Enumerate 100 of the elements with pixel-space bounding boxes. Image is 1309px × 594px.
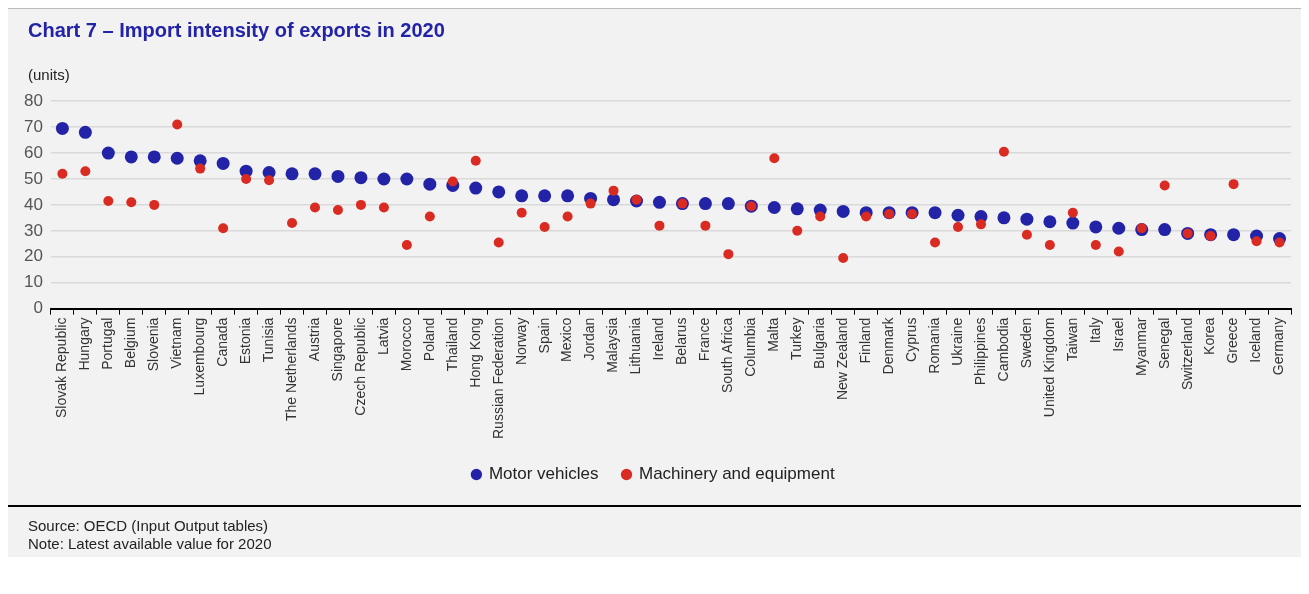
point bbox=[57, 168, 68, 179]
x-tick-label: South Africa bbox=[719, 317, 736, 394]
x-tick-label: Singapore bbox=[328, 317, 345, 382]
x-tick-label: Belarus bbox=[673, 317, 690, 366]
source-note: Source: OECD (Input Output tables) bbox=[28, 517, 270, 535]
x-tick-label: Canada bbox=[214, 317, 230, 367]
point bbox=[951, 208, 965, 222]
y-tick-label: 10 bbox=[23, 272, 43, 292]
point bbox=[195, 163, 206, 174]
point bbox=[378, 202, 389, 213]
x-tick-label: Jordan bbox=[581, 317, 598, 361]
point bbox=[1043, 215, 1057, 229]
x-tick-label: Taiwan bbox=[1063, 317, 1080, 362]
point bbox=[562, 211, 573, 222]
point bbox=[355, 199, 366, 210]
text: Note: Latest available value for 2020 bbox=[28, 535, 273, 553]
x-tick-label: Thailand bbox=[443, 317, 460, 372]
x-tick-label: Spain bbox=[535, 317, 552, 354]
point bbox=[1020, 212, 1034, 226]
point bbox=[608, 185, 619, 196]
x-tick-label: United Kingdom bbox=[1040, 317, 1057, 418]
point bbox=[585, 198, 596, 209]
x-tick-label: Tunisia bbox=[259, 317, 276, 363]
point bbox=[930, 237, 941, 248]
point bbox=[698, 197, 712, 211]
chart-title: Chart 7 – Import intensity of exports in 2020 bbox=[28, 19, 446, 42]
point bbox=[331, 169, 345, 183]
point bbox=[1021, 229, 1032, 240]
x-tick-label: Senegal bbox=[1155, 317, 1172, 369]
point bbox=[1113, 246, 1124, 257]
x-tick-label: Italy bbox=[1086, 317, 1103, 344]
point bbox=[1159, 180, 1170, 191]
point bbox=[424, 211, 435, 222]
x-tick-label: Slovenia bbox=[145, 317, 162, 372]
x-tick-label: Switzerland bbox=[1178, 317, 1195, 390]
point bbox=[721, 197, 735, 211]
point bbox=[561, 189, 575, 203]
point bbox=[55, 121, 69, 135]
point bbox=[1251, 236, 1262, 247]
point bbox=[423, 177, 437, 191]
point bbox=[607, 193, 621, 207]
x-tick-label: Finland bbox=[857, 317, 874, 364]
x-tick-label: Turkey bbox=[788, 317, 805, 360]
point bbox=[285, 167, 299, 181]
x-tick-label: Estonia bbox=[236, 317, 253, 365]
point bbox=[241, 173, 252, 184]
point bbox=[767, 200, 781, 214]
x-tick-label: Ukraine bbox=[948, 317, 965, 366]
point bbox=[838, 253, 849, 264]
point bbox=[400, 172, 414, 186]
point bbox=[1274, 237, 1285, 248]
x-tick-label: Sweden bbox=[1017, 317, 1034, 369]
point bbox=[308, 167, 322, 181]
point bbox=[1228, 179, 1239, 190]
point bbox=[515, 189, 529, 203]
point bbox=[264, 175, 275, 186]
point bbox=[124, 150, 138, 164]
y-tick-label: 60 bbox=[23, 142, 43, 162]
x-tick-label: Myanmar bbox=[1132, 317, 1149, 376]
point bbox=[815, 211, 826, 222]
point bbox=[975, 219, 986, 230]
y-axis-title: (units) bbox=[28, 66, 71, 83]
point bbox=[538, 189, 552, 203]
x-tick-label: Malaysia bbox=[604, 317, 621, 373]
point bbox=[310, 202, 320, 213]
point bbox=[332, 205, 343, 216]
point bbox=[469, 181, 483, 195]
point bbox=[928, 206, 942, 220]
point bbox=[377, 172, 391, 186]
y-tick-label: 70 bbox=[23, 116, 43, 136]
point bbox=[101, 146, 115, 160]
x-tick-label: Columbia bbox=[742, 317, 759, 377]
point bbox=[172, 119, 183, 130]
x-tick-label: Greece bbox=[1224, 317, 1241, 364]
x-tick-label: Malta bbox=[765, 317, 782, 352]
point bbox=[790, 202, 804, 216]
x-tick-label: Norway bbox=[512, 317, 529, 366]
point bbox=[493, 237, 504, 248]
x-tick-label: Hungary bbox=[76, 317, 93, 371]
x-tick-label: Vietnam bbox=[168, 317, 185, 369]
point bbox=[447, 176, 458, 187]
x-tick-label: Cambodia bbox=[994, 317, 1011, 382]
point bbox=[1090, 240, 1101, 251]
point bbox=[80, 166, 91, 177]
x-tick-label: Belgium bbox=[122, 317, 139, 369]
point bbox=[539, 221, 550, 232]
y-tick-label: 0 bbox=[33, 298, 43, 318]
x-tick-label: Iceland bbox=[1247, 317, 1264, 363]
x-tick-label: The Netherlands bbox=[282, 317, 299, 422]
x-tick-label: Mexico bbox=[558, 317, 575, 362]
point bbox=[836, 204, 850, 218]
legend-label: Machinery and equipment bbox=[638, 464, 835, 484]
point bbox=[997, 211, 1011, 225]
point bbox=[516, 207, 527, 218]
point bbox=[861, 211, 872, 222]
y-tick-label: 20 bbox=[23, 246, 43, 266]
x-tick-label: Cyprus bbox=[902, 317, 919, 362]
y-tick-label: 80 bbox=[23, 90, 43, 110]
x-tick-label: Portugal bbox=[99, 317, 116, 370]
x-tick-label: Morocco bbox=[397, 317, 414, 372]
